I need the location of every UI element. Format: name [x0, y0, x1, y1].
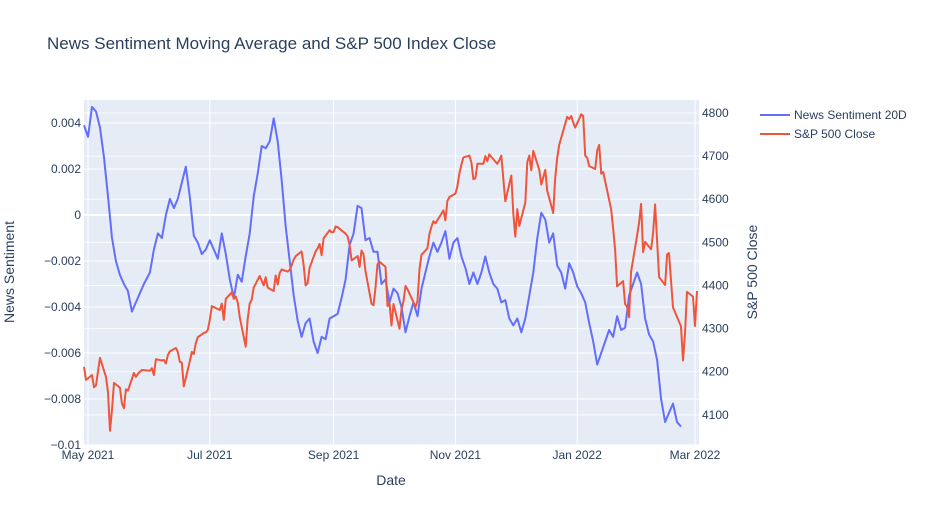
- plot-background: [84, 100, 699, 445]
- y2-tick-label: 4500: [702, 235, 729, 249]
- y2-tick-label: 4200: [702, 365, 729, 379]
- legend-label: News Sentiment 20D: [794, 108, 907, 122]
- chart-title: News Sentiment Moving Average and S&P 50…: [47, 34, 497, 53]
- y-tick-label: −0.006: [44, 346, 81, 360]
- y-axis-title: News Sentiment: [1, 221, 17, 323]
- x-axis-ticks: May 2021 Jul 2021 Sep 2021 Nov 2021 Jan 2022…: [62, 448, 721, 462]
- y-tick-label: 0.002: [51, 162, 81, 176]
- y2-tick-label: 4300: [702, 322, 729, 336]
- y2-tick-label: 4100: [702, 408, 729, 422]
- grid-lines: [84, 100, 699, 446]
- y2-axis-title: S&P 500 Close: [744, 224, 760, 319]
- legend[interactable]: News Sentiment 20D S&P 500 Close: [760, 108, 907, 141]
- legend-label: S&P 500 Close: [794, 127, 875, 141]
- series-line-sentiment: [83, 105, 682, 428]
- series-lines: [83, 105, 698, 432]
- y-tick-label: 0.004: [51, 116, 81, 130]
- y-tick-label: −0.008: [44, 392, 81, 406]
- y-tick-label: −0.01: [51, 438, 82, 452]
- y-axis-ticks: 0.004 0.002 0 −0.002 −0.004 −0.006 −0.008 −0.01: [44, 116, 81, 452]
- y-tick-label: −0.002: [44, 254, 81, 268]
- y2-tick-label: 4400: [702, 278, 729, 292]
- series-line-sp500: [83, 113, 698, 432]
- x-tick-label: Mar 2022: [670, 448, 721, 462]
- x-tick-label: Jan 2022: [553, 448, 603, 462]
- y-tick-label: 0: [74, 208, 81, 222]
- y2-tick-label: 4700: [702, 149, 729, 163]
- x-tick-label: Nov 2021: [430, 448, 482, 462]
- y2-tick-label: 4600: [702, 192, 729, 206]
- x-tick-label: Sep 2021: [308, 448, 360, 462]
- y2-tick-label: 4800: [702, 106, 729, 120]
- x-axis-title: Date: [376, 472, 406, 488]
- x-tick-label: May 2021: [62, 448, 115, 462]
- y-tick-label: −0.004: [44, 300, 81, 314]
- y2-axis-ticks: 4100 4200 4300 4400 4500 4600 4700 4800: [702, 106, 729, 422]
- x-tick-label: Jul 2021: [187, 448, 233, 462]
